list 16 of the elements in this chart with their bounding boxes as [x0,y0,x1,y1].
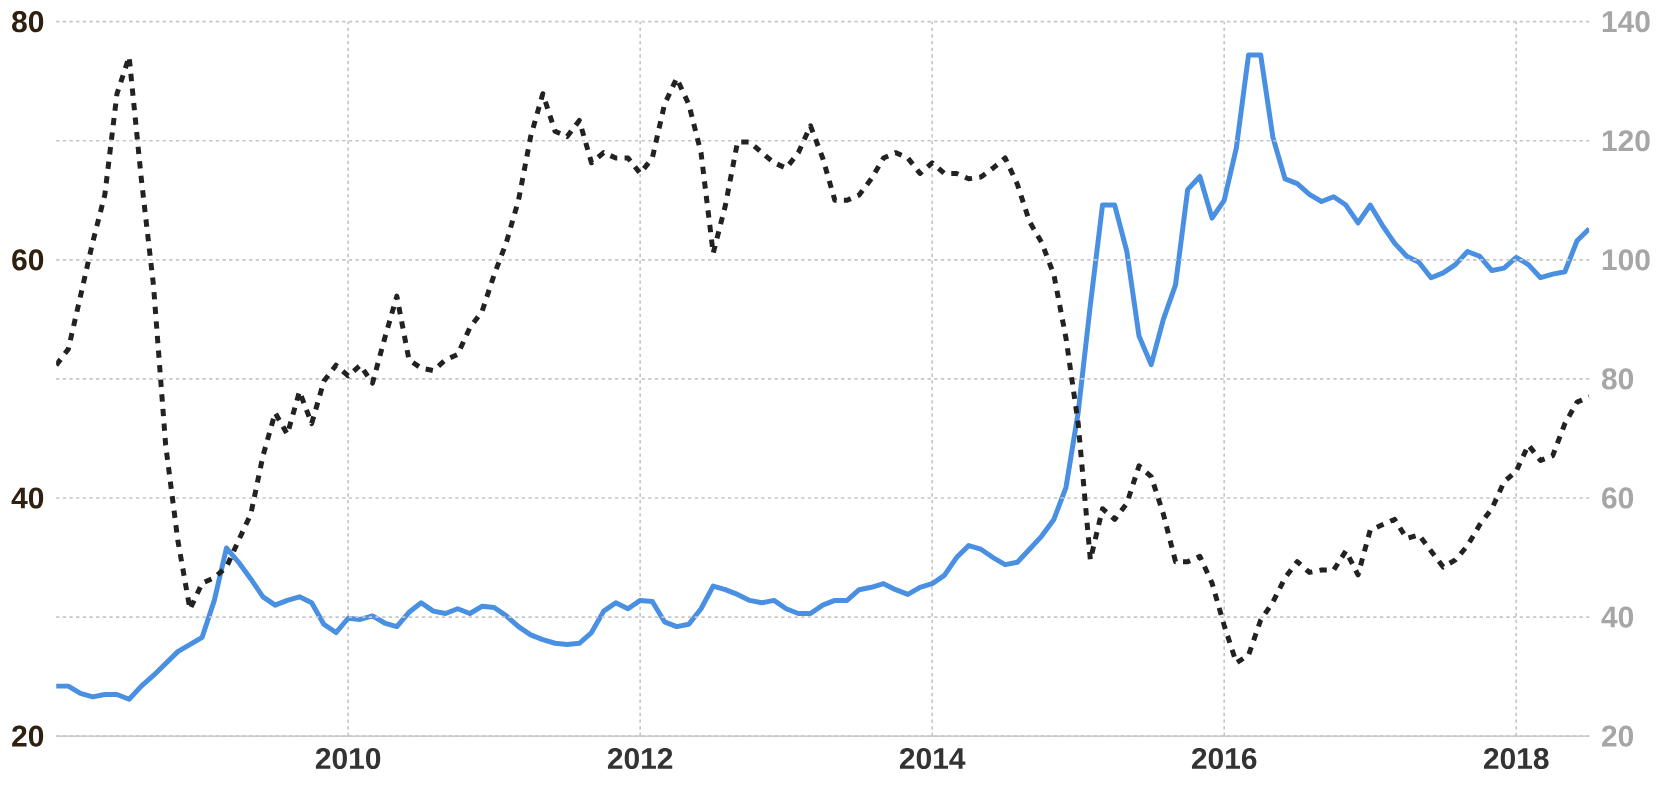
y2-tick-label: 20 [1602,725,1634,747]
y2-tick-label: 40 [1601,606,1634,628]
y-tick-label: 20 [12,725,44,747]
y-tick-label: 80 [12,11,44,33]
y2-tick-label: 140 [1602,11,1650,33]
y2-tick-label: 120 [1602,130,1650,152]
y-tick-label: 60 [12,249,44,271]
x-tick-label: 2014 [899,748,966,770]
x-tick-label: 2012 [607,748,673,770]
y2-tick-label: 100 [1602,249,1650,271]
y-tick-label: 40 [11,487,44,509]
x-tick-label: 2010 [315,748,381,770]
y2-tick-label: 80 [1601,368,1634,390]
x-tick-label: 2016 [1191,748,1257,770]
x-tick-label: 2018 [1483,748,1549,770]
y2-tick-label: 60 [1602,487,1634,509]
